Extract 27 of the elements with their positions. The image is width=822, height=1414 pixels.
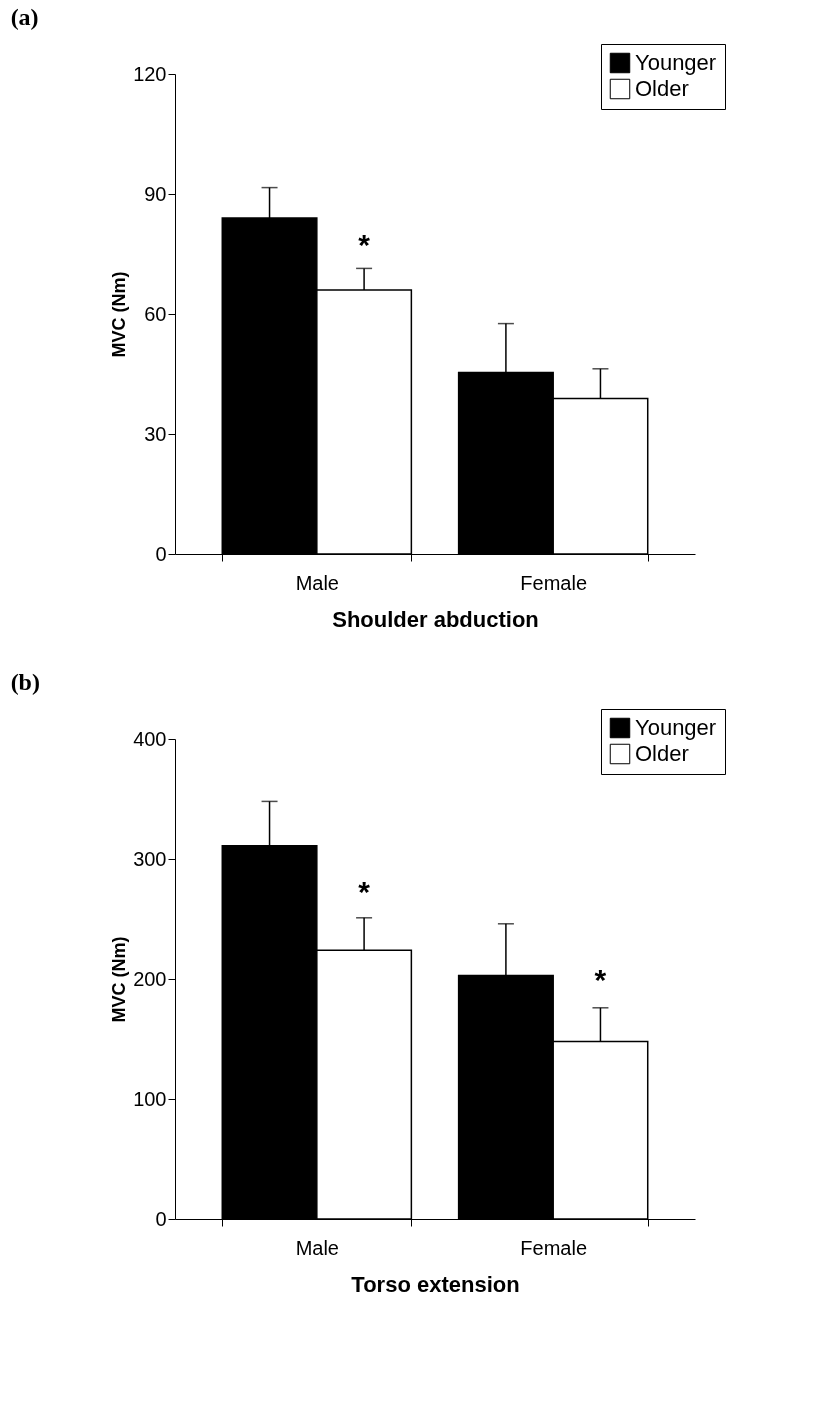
legend-label: Older — [635, 741, 689, 766]
legend-label: Younger — [635, 715, 717, 740]
x-tick-label: Male — [295, 571, 339, 594]
y-tick-label: 120 — [133, 62, 167, 85]
y-tick-label: 0 — [155, 1207, 167, 1230]
chart-title: (b) — [10, 668, 40, 695]
y-tick-label: 90 — [144, 182, 167, 205]
y-tick-label: 300 — [133, 847, 167, 870]
x-tick-label: Female — [520, 571, 588, 594]
y-tick-label: 100 — [133, 1087, 167, 1110]
x-tick-label: Female — [520, 1236, 588, 1259]
legend-label: Older — [635, 76, 689, 101]
y-axis-title: MVC (Nm) — [109, 936, 130, 1023]
x-tick-label: Male — [295, 1236, 339, 1259]
annotation: * — [594, 963, 607, 997]
y-axis-title: MVC (Nm) — [109, 271, 130, 358]
chart-title: (a) — [10, 3, 39, 30]
x-axis-title: Shoulder abduction — [332, 606, 539, 632]
annotation: * — [358, 228, 371, 261]
legend-label: Younger — [635, 50, 717, 75]
y-tick-label: 400 — [133, 727, 167, 750]
x-axis-title: Torso extension — [351, 1271, 520, 1297]
y-tick-label: 30 — [144, 422, 167, 445]
y-tick-label: 60 — [144, 302, 167, 325]
annotation: * — [358, 874, 371, 908]
y-tick-label: 0 — [155, 542, 167, 565]
y-tick-label: 200 — [133, 967, 167, 990]
